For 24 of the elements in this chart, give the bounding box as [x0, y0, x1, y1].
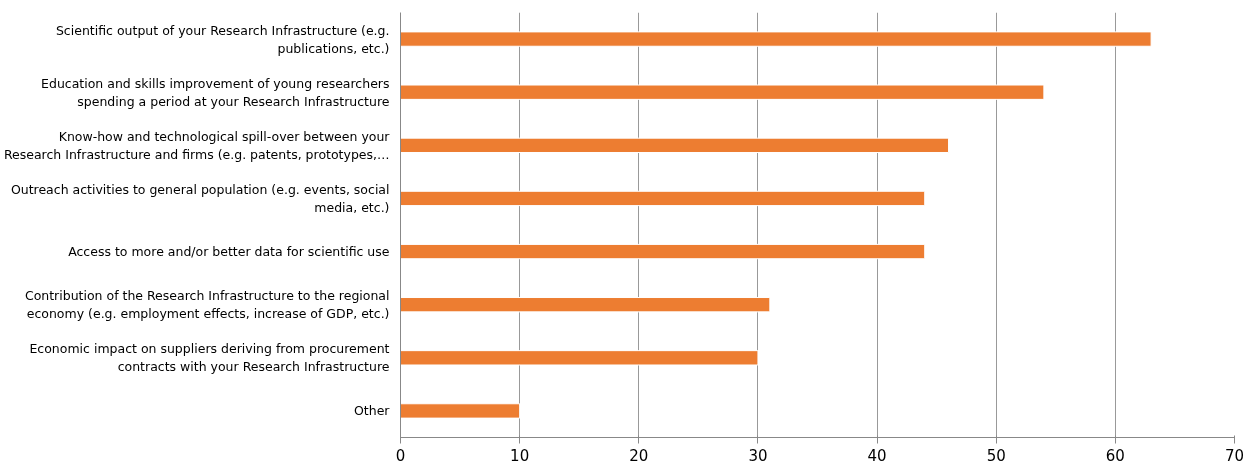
- bar: [400, 84, 1045, 100]
- y-tick-label: Other: [354, 403, 391, 419]
- x-tick-label: 0: [395, 446, 406, 463]
- y-tick-label: Economic impact on suppliers deriving from procurement contracts with your Research Infrastructure: [29, 341, 390, 375]
- x-tick-label: 20: [629, 446, 649, 463]
- x-tick-label: 10: [510, 446, 530, 463]
- x-tick-label: 50: [986, 446, 1006, 463]
- bar: [400, 31, 1152, 47]
- y-tick-label: Education and skills improvement of young researchers spending a period at your Research Infrastructure: [41, 75, 390, 109]
- y-tick-label: Outreach activities to general population (e.g. events, social media, etc.): [10, 181, 390, 215]
- y-tick-label: Scientific output of your Research Infrastructure (e.g. publications, etc.): [55, 22, 390, 56]
- x-tick-label: 60: [1105, 446, 1125, 463]
- bar: [400, 190, 926, 207]
- x-tick-label: 40: [867, 446, 887, 463]
- bar: [400, 350, 759, 366]
- y-tick-label: Contribution of the Research Infrastructure to the regional economy (e.g. employment effects, increase of GDP, etc.): [24, 288, 390, 322]
- x-tick-label: 30: [748, 446, 768, 463]
- y-tick-label: Know-how and technological spill-over between your Research Infrastructure and firms (e.g. patents, prototypes,…: [3, 128, 391, 162]
- bar: [400, 243, 926, 260]
- bar: [400, 297, 771, 313]
- bar: [400, 403, 521, 419]
- y-tick-label: Access to more and/or better data for scientific use: [68, 244, 390, 260]
- bar: [400, 137, 950, 153]
- x-tick-label: 70: [1224, 446, 1245, 463]
